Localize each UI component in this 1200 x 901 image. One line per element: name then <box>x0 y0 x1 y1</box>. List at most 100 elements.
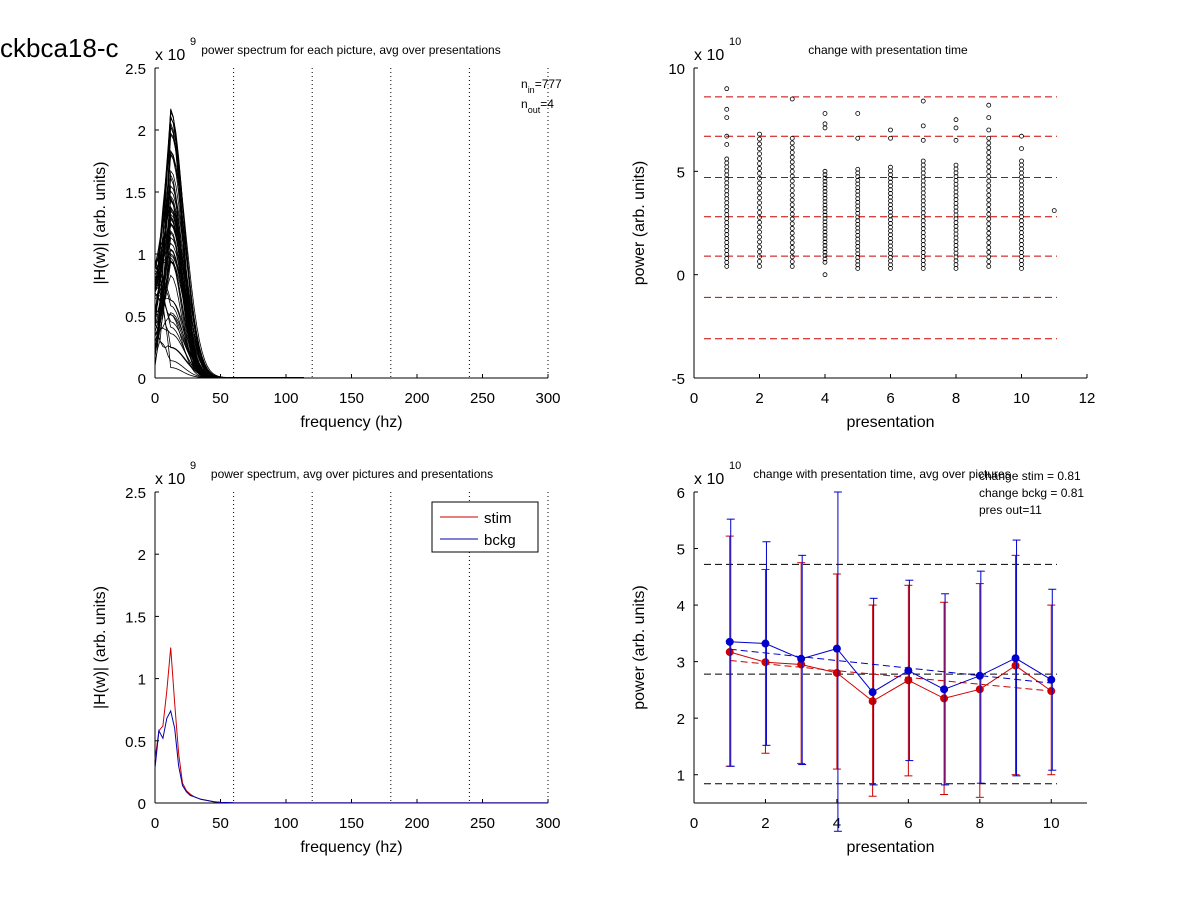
y-tick-label: 0.5 <box>125 309 146 326</box>
data-point <box>1019 210 1024 216</box>
data-point <box>953 239 959 245</box>
data-point <box>789 140 795 146</box>
figure-title: ckbca18-c <box>0 33 119 63</box>
series-line-stim <box>154 647 548 804</box>
spectrum-line <box>154 126 548 379</box>
data-point-bckg <box>725 637 734 646</box>
data-point <box>724 115 730 120</box>
data-point <box>986 263 992 269</box>
data-point <box>822 219 828 225</box>
y-axis-label: |H(w)| (arb. units) <box>92 162 109 285</box>
data-point-bckg <box>832 644 841 653</box>
data-point <box>789 249 795 255</box>
data-point <box>1019 178 1024 184</box>
spectrum-line <box>154 261 548 379</box>
data-point <box>724 192 730 198</box>
x-tick-label: 150 <box>339 815 364 832</box>
data-point <box>986 135 992 141</box>
y-tick-label: 10 <box>668 61 685 78</box>
data-point <box>724 220 730 226</box>
data-point <box>757 263 762 269</box>
data-point <box>1019 214 1024 220</box>
y-tick-label: 1 <box>677 768 685 785</box>
data-point <box>1019 234 1024 240</box>
y-exponent: 9 <box>190 460 196 472</box>
data-point <box>724 188 730 194</box>
spectrum-line <box>154 150 548 379</box>
data-point <box>1019 250 1024 255</box>
y-tick-label: 5 <box>677 542 685 559</box>
data-point <box>953 117 959 123</box>
data-point <box>953 137 959 143</box>
data-point <box>1019 230 1024 236</box>
data-point <box>920 162 926 168</box>
spectrum-line <box>154 110 548 379</box>
spectrum-line <box>154 152 548 379</box>
data-point-bckg <box>904 666 913 675</box>
data-point <box>822 239 828 245</box>
data-point <box>920 234 926 240</box>
x-tick-label: 0 <box>690 815 698 832</box>
data-point <box>920 98 926 104</box>
spectrum-line <box>154 116 548 379</box>
data-point <box>986 169 992 174</box>
spectrum-line <box>154 206 548 379</box>
data-point <box>920 182 926 188</box>
spectrum-line <box>154 332 548 379</box>
chart-title: power spectrum for each picture, avg ove… <box>201 43 500 57</box>
data-point <box>920 170 926 176</box>
x-tick-label: 100 <box>273 390 298 407</box>
spectrum-line <box>154 242 548 379</box>
spectrum-line <box>154 254 548 379</box>
data-point <box>724 232 730 237</box>
y-tick-label: 1 <box>138 247 146 264</box>
data-point <box>822 179 828 184</box>
spectrum-line <box>154 173 548 379</box>
data-point <box>953 223 959 229</box>
spectrum-line <box>154 199 548 379</box>
data-point <box>789 221 795 227</box>
y-tick-label: 4 <box>677 598 685 615</box>
data-point <box>986 202 992 208</box>
data-point <box>789 159 795 165</box>
data-point <box>724 180 730 186</box>
spectrum-line <box>154 265 548 379</box>
spectrum-line <box>154 216 548 379</box>
y-axis-label: power (arb. units) <box>631 161 648 286</box>
spectrum-line <box>154 190 548 379</box>
data-point <box>888 135 893 141</box>
spectrum-line <box>154 281 548 379</box>
data-point <box>920 178 926 184</box>
data-point <box>822 212 828 218</box>
spectrum-line <box>154 169 548 379</box>
data-point <box>757 136 762 142</box>
spectrum-line <box>154 257 548 379</box>
data-point <box>789 197 795 203</box>
y-axis-label: |H(w)| (arb. units) <box>92 586 109 709</box>
data-point-bckg <box>1011 654 1020 663</box>
data-point <box>757 151 762 157</box>
data-point <box>986 226 992 231</box>
spectrum-line <box>154 214 548 379</box>
data-point <box>789 164 795 170</box>
data-point <box>789 211 795 217</box>
data-point <box>986 115 992 120</box>
data-point <box>920 137 926 143</box>
data-point <box>986 188 992 193</box>
legend-box <box>431 501 539 553</box>
data-point <box>1019 202 1024 208</box>
y-exponent-prefix: x 10 <box>694 471 724 488</box>
spectrum-line <box>154 312 548 379</box>
data-point <box>757 229 762 235</box>
data-point <box>953 227 959 233</box>
data-point <box>789 240 795 246</box>
spectrum-line <box>154 198 548 379</box>
data-point-stim <box>1011 661 1020 670</box>
data-point <box>1019 266 1024 271</box>
data-point <box>920 246 926 251</box>
data-point <box>822 205 828 211</box>
data-point <box>789 96 795 102</box>
data-point <box>822 232 828 238</box>
data-point <box>724 164 730 170</box>
